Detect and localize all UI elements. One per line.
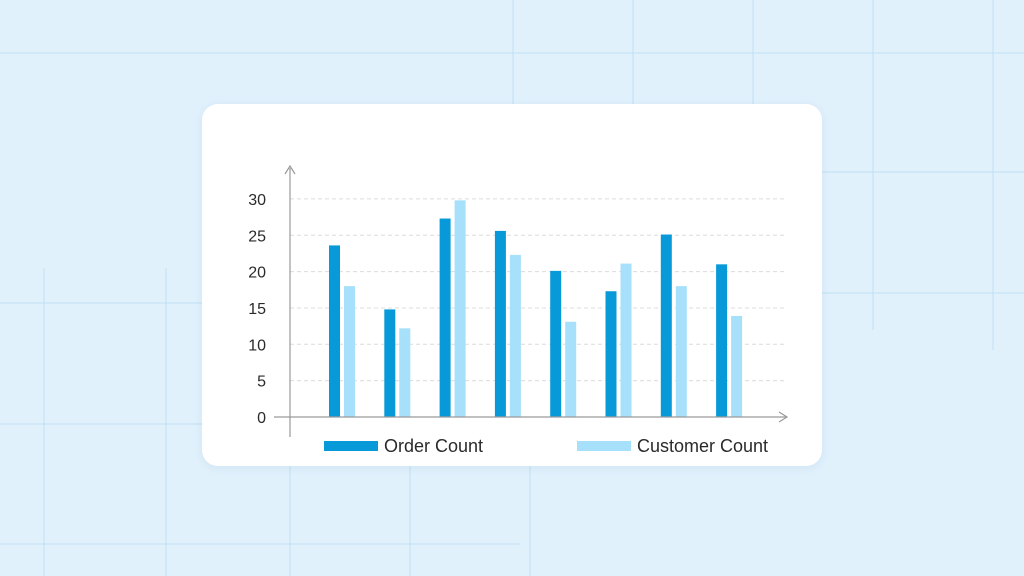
y-tick-label: 20 — [248, 265, 266, 282]
y-axis-arrow — [284, 164, 296, 175]
legend-swatch-order-count — [324, 441, 378, 451]
bar-customer-count — [731, 315, 743, 417]
bar-customer-count — [620, 263, 632, 417]
y-tick-label: 25 — [248, 228, 266, 245]
bar-customer-count — [454, 200, 466, 417]
bar-order-count — [605, 291, 617, 417]
y-tick-label: 30 — [248, 192, 266, 209]
bar-order-count — [550, 270, 562, 417]
bar-order-count — [716, 264, 728, 417]
y-tick-label: 0 — [257, 410, 266, 427]
bar-customer-count — [565, 321, 577, 417]
bar-customer-count — [675, 286, 687, 417]
x-axis-arrow — [778, 411, 789, 423]
y-tick-label: 5 — [257, 374, 266, 391]
chart-card: 0 5 10 15 20 25 30 Order Count Customer Count — [202, 104, 822, 466]
legend-label-order-count: Order Count — [384, 436, 483, 456]
bar-order-count — [494, 230, 506, 417]
bar-order-count — [439, 218, 451, 417]
bar-order-count — [384, 309, 396, 417]
y-tick-label: 15 — [248, 301, 266, 318]
legend-label-customer-count: Customer Count — [637, 436, 768, 456]
bar-customer-count — [509, 254, 521, 417]
bar-order-count — [329, 245, 340, 417]
bar-order-count — [660, 234, 672, 417]
bar-customer-count — [399, 328, 411, 417]
legend-swatch-customer-count — [577, 441, 631, 451]
bar-chart: 0 5 10 15 20 25 30 Order Count Customer Count — [248, 164, 789, 456]
bar-customer-count — [344, 286, 355, 417]
y-tick-label: 10 — [248, 337, 266, 354]
